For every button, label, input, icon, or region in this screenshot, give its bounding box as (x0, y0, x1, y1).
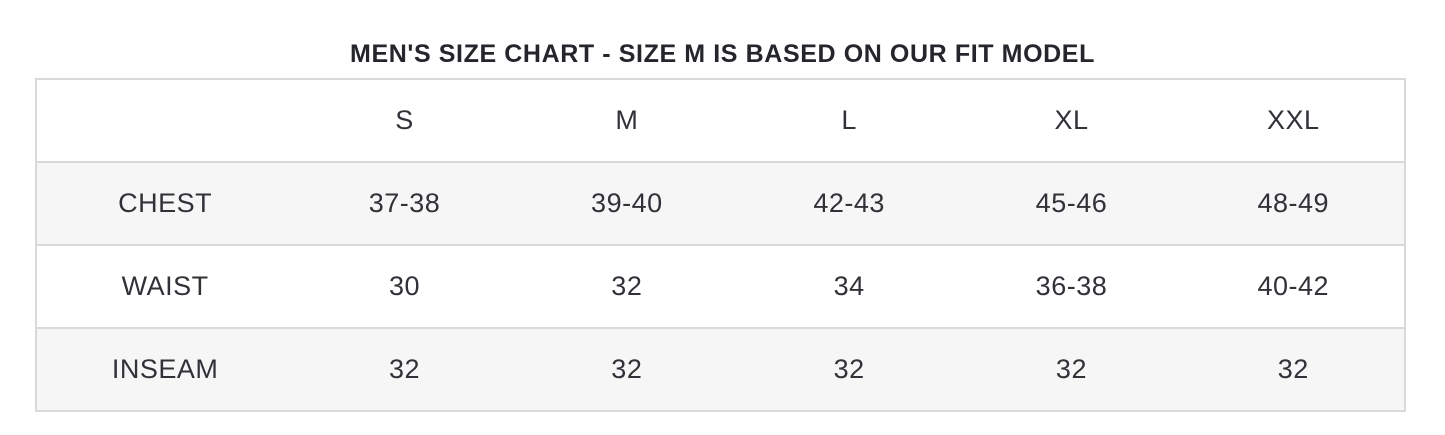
value-cell: 36-38 (1035, 271, 1108, 301)
table-row-inseam: INSEAM 32 32 32 32 32 (36, 328, 1405, 411)
page-title: MEN'S SIZE CHART - SIZE M IS BASED ON OU… (350, 40, 1095, 68)
value-cell: 30 (388, 271, 421, 301)
value-cell: 32 (611, 354, 643, 384)
value-cell: 32 (833, 354, 865, 384)
value-cell: 34 (833, 271, 865, 301)
header-cell-s: S (395, 105, 414, 135)
header-cell-m: M (615, 105, 639, 135)
size-chart-table: S M L XL XXL CHEST 37-38 39-40 42-43 45-… (35, 78, 1406, 412)
header-row: S M L XL XXL (36, 79, 1405, 162)
value-cell: 32 (1277, 354, 1309, 384)
value-cell: 39-40 (591, 188, 663, 218)
row-label-cell: WAIST (121, 271, 209, 301)
value-cell: 37-38 (368, 188, 441, 218)
row-label-cell: CHEST (118, 188, 213, 218)
value-cell: 40-42 (1257, 271, 1330, 301)
value-cell: 42-43 (813, 188, 885, 218)
table-row-chest: CHEST 37-38 39-40 42-43 45-46 48-49 (36, 162, 1405, 245)
value-cell: 32 (611, 271, 643, 301)
header-cell-l: L (841, 105, 857, 135)
value-cell: 32 (1055, 354, 1087, 384)
table-row-waist: WAIST 30 32 34 36-38 40-42 (36, 245, 1405, 328)
value-cell: 48-49 (1257, 188, 1330, 218)
value-cell: 45-46 (1035, 188, 1108, 218)
row-label-cell: INSEAM (111, 354, 219, 384)
value-cell: 32 (388, 354, 421, 384)
header-cell-xxl: XXL (1267, 105, 1320, 135)
header-cell-empty (36, 79, 293, 162)
header-cell-xl: XL (1054, 105, 1089, 135)
